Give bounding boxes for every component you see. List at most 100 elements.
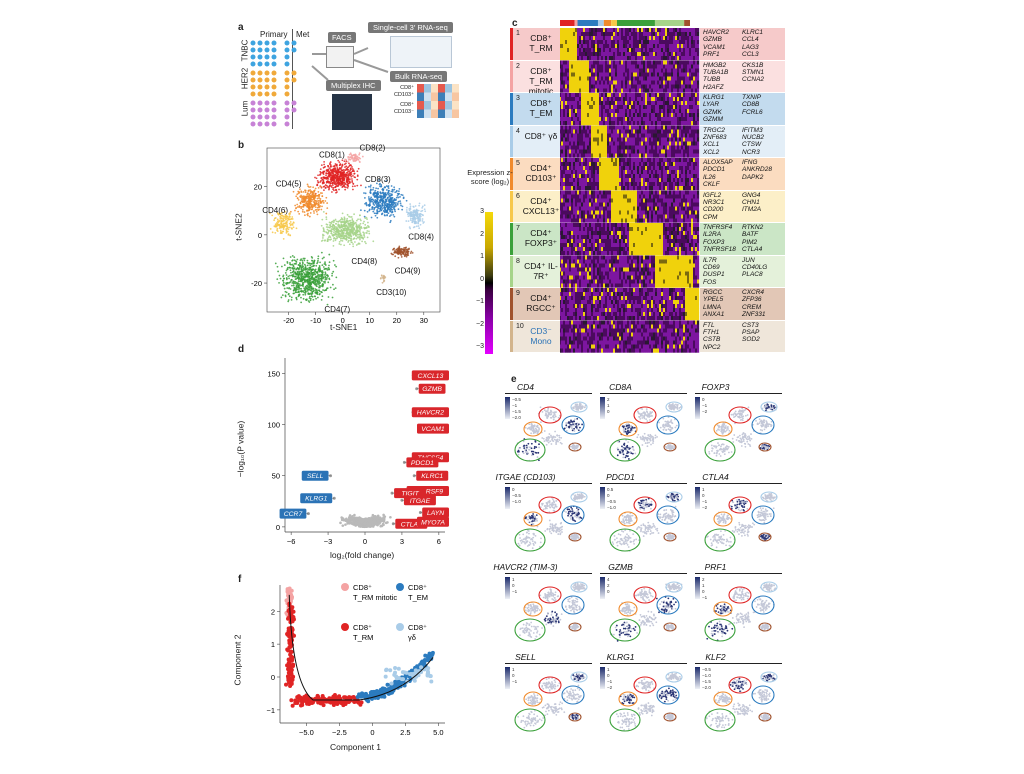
tsne-cell <box>291 254 294 257</box>
heatmap-cell <box>575 52 578 57</box>
heatmap-cell <box>565 113 568 118</box>
tsne-cell <box>289 210 292 213</box>
marker-genes-col2: KLRC1 CCL4 LAG3 CCL3 <box>742 29 763 59</box>
bulk-cell <box>452 92 459 101</box>
panel-label-d: d <box>238 344 245 355</box>
tsne-cell <box>318 208 320 211</box>
heatmap-cell <box>653 64 656 69</box>
heatmap-cell <box>563 44 566 49</box>
tsne-cell <box>335 189 337 192</box>
tsne-cell <box>386 211 389 214</box>
tsne-cell <box>325 226 328 228</box>
heatmap-cell <box>617 60 620 65</box>
heatmap-cell <box>579 84 582 89</box>
heatmap-cell <box>615 88 618 93</box>
heatmap-cell <box>635 36 638 41</box>
tsne-cell <box>303 289 306 292</box>
tsne-cell <box>328 167 331 170</box>
tsne-cell <box>300 290 303 293</box>
heatmap-cell <box>609 60 612 65</box>
heatmap-cell <box>661 40 664 45</box>
heatmap-cell <box>560 121 562 126</box>
marker-genes-col1: TNFRSF4 IL2RA FOXP3 TNFRSF18 <box>703 224 736 254</box>
heatmap-cell <box>667 28 670 33</box>
tsne-cell <box>334 218 337 221</box>
heatmap-cell <box>651 52 654 57</box>
heatmap-cell <box>645 60 648 65</box>
heatmap-cell <box>651 72 654 77</box>
heatmap-cell <box>591 40 594 45</box>
heatmap-cell <box>673 121 676 126</box>
heatmap-cell <box>571 48 574 53</box>
tsne-cell <box>285 274 288 276</box>
heatmap-cell <box>643 68 646 73</box>
tsne-cell <box>347 228 350 231</box>
bulk-cell <box>424 92 431 101</box>
tsne-cell <box>405 250 408 253</box>
heatmap-cell <box>597 84 600 89</box>
heatmap-cell <box>659 52 662 57</box>
tsne-cell <box>291 266 294 269</box>
heatmap-cell <box>635 80 638 85</box>
bulk-cell <box>431 109 438 118</box>
heatmap-cell <box>563 48 566 53</box>
tsne-cell <box>364 197 366 199</box>
heatmap-cell <box>691 101 694 106</box>
tsne-cell <box>375 187 378 190</box>
heatmap-cell <box>571 113 574 118</box>
heatmap-cell <box>661 48 664 53</box>
heatmap-cell <box>619 88 622 93</box>
heatmap-cell <box>661 93 664 98</box>
tsne-cell <box>409 208 412 211</box>
heatmap-cell <box>663 125 666 130</box>
heatmap-cell <box>577 48 580 53</box>
tsne-cell <box>320 224 323 227</box>
heatmap-cell <box>663 68 666 73</box>
heatmap-cell <box>663 36 666 41</box>
tsne-cell <box>294 204 297 207</box>
heatmap-cell <box>669 121 672 126</box>
patient-dot <box>284 77 290 83</box>
tsne-cell <box>309 284 311 287</box>
heatmap-cell <box>683 76 686 81</box>
heatmap-cell <box>607 68 610 73</box>
heatmap-cell <box>685 44 688 49</box>
tsne-cell <box>326 303 329 306</box>
heatmap-cell <box>641 105 644 110</box>
heatmap-cell <box>569 60 572 65</box>
tsne-cell <box>340 229 343 232</box>
tsne-cell <box>412 214 415 217</box>
tsne-cell <box>370 196 373 199</box>
heatmap-cell <box>689 32 692 37</box>
heatmap-cell <box>589 125 592 130</box>
heatmap-cell <box>663 84 666 89</box>
tsne-cell <box>363 215 366 218</box>
heatmap-cell <box>619 125 622 130</box>
heatmap-cell <box>593 64 596 69</box>
heatmap-cell <box>627 117 630 122</box>
tsne-cell <box>336 175 339 178</box>
bulk-row-1: CD8⁺ CD103⁺ <box>393 85 414 98</box>
tsne-cell <box>316 272 319 274</box>
heatmap-cell <box>567 72 570 77</box>
heatmap-cell <box>693 36 696 41</box>
tsne-cell <box>327 281 330 284</box>
tsne-cell <box>315 210 318 213</box>
tsne-cell <box>423 204 426 207</box>
tsne-cell <box>347 175 350 178</box>
tsne-cell <box>414 220 417 223</box>
heatmap-cell <box>689 113 692 118</box>
heatmap-cell <box>633 60 636 65</box>
heatmap-cell <box>661 109 664 114</box>
tsne-cell <box>321 275 324 277</box>
heatmap-cell <box>633 97 636 102</box>
heatmap-cell <box>595 72 598 77</box>
tsne-cell <box>352 183 355 185</box>
tsne-cell <box>326 240 329 243</box>
tsne-cell <box>397 200 400 203</box>
heatmap-cell <box>629 60 632 65</box>
heatmap-cell <box>637 32 640 37</box>
tsne-cell <box>350 173 353 175</box>
heatmap-cell <box>653 121 656 126</box>
tsne-cell <box>286 218 288 220</box>
